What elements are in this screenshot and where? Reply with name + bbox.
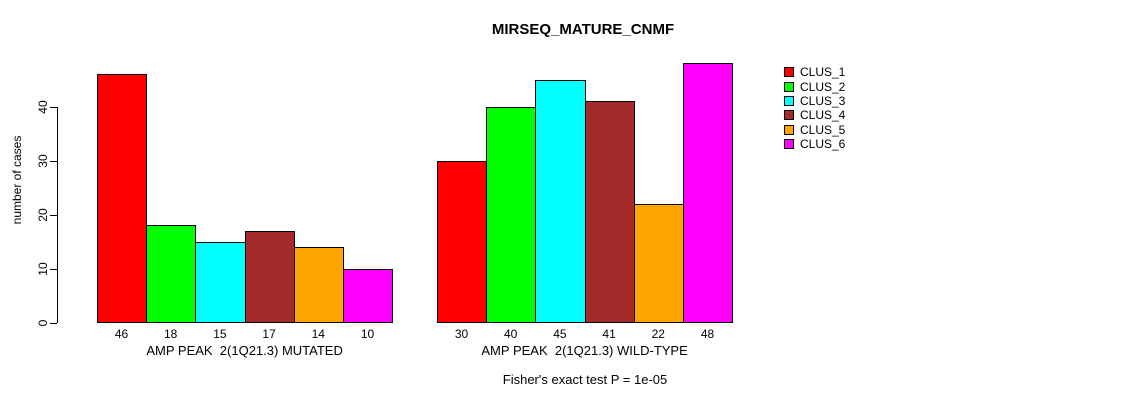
caption-annotation: Fisher's exact test P = 1e-05	[502, 372, 668, 387]
bar-clus_6-group1	[343, 268, 394, 323]
bar-clus_1-group2	[437, 160, 488, 323]
bar-clus_5-group1	[293, 246, 344, 323]
y-tick-label: 0	[36, 319, 50, 326]
legend-row: CLUS_5	[784, 123, 845, 137]
bar-value-label: 30	[454, 327, 469, 341]
legend-row: CLUS_4	[784, 108, 845, 122]
legend-swatch-clus_1	[784, 67, 794, 78]
legend-row: CLUS_3	[784, 94, 845, 108]
legend-label: CLUS_4	[800, 108, 846, 123]
legend-swatch-clus_4	[784, 110, 794, 121]
y-tick-label: 20	[36, 207, 50, 222]
bar-value-label: 40	[504, 327, 518, 341]
legend: CLUS_1 CLUS_2 CLUS_3 CLUS_4 CLUS_5 CLUS_6	[784, 65, 845, 151]
bar-value-label: 41	[602, 327, 616, 341]
bar-clus_6-group2	[683, 63, 734, 323]
legend-label: CLUS_1	[800, 65, 846, 80]
bar-clus_4-group1	[244, 230, 295, 323]
bar-clus_5-group2	[633, 203, 684, 323]
bar-value-label: 18	[164, 327, 178, 341]
y-axis-label: number of cases	[10, 135, 24, 225]
bar-value-label: 14	[311, 327, 325, 341]
bar-value-label: 46	[114, 327, 129, 341]
y-tick-label: 30	[36, 153, 50, 168]
y-tick-label: 10	[36, 261, 50, 276]
legend-swatch-clus_3	[784, 95, 794, 106]
bar-value-label: 15	[213, 327, 227, 341]
y-tick-label: 40	[36, 99, 50, 114]
bar-clus_3-group1	[195, 241, 246, 323]
bar-clus_4-group2	[584, 101, 635, 323]
bar-value-label: 17	[262, 327, 276, 341]
bar-clus_1-group1	[97, 74, 148, 323]
legend-row: CLUS_2	[784, 79, 845, 93]
bar-value-label: 45	[553, 327, 567, 341]
bar-clus_3-group2	[535, 79, 586, 323]
y-tick	[50, 322, 57, 324]
y-tick	[50, 106, 57, 108]
legend-swatch-clus_5	[784, 124, 794, 135]
bar-value-label: 22	[651, 327, 665, 341]
legend-row: CLUS_6	[784, 137, 845, 151]
legend-label: CLUS_5	[800, 122, 846, 137]
legend-row: CLUS_1	[784, 65, 845, 79]
legend-label: CLUS_3	[800, 93, 846, 108]
y-axis-line	[57, 106, 58, 323]
y-tick	[50, 268, 57, 270]
legend-label: CLUS_2	[800, 79, 846, 94]
legend-label: CLUS_6	[800, 137, 846, 152]
y-tick	[50, 214, 57, 216]
y-tick	[50, 160, 57, 162]
legend-swatch-clus_6	[784, 139, 794, 150]
group-label: AMP PEAK 2(1Q21.3) MUTATED	[146, 343, 343, 358]
group-label: AMP PEAK 2(1Q21.3) WILD-TYPE	[481, 343, 688, 358]
bar-value-label: 10	[360, 327, 375, 341]
bar-clus_2-group2	[486, 106, 537, 323]
bar-value-label: 48	[700, 327, 715, 341]
legend-swatch-clus_2	[784, 81, 794, 92]
bar-clus_2-group1	[146, 225, 197, 323]
chart-title: MIRSEQ_MATURE_CNMF	[491, 21, 675, 38]
